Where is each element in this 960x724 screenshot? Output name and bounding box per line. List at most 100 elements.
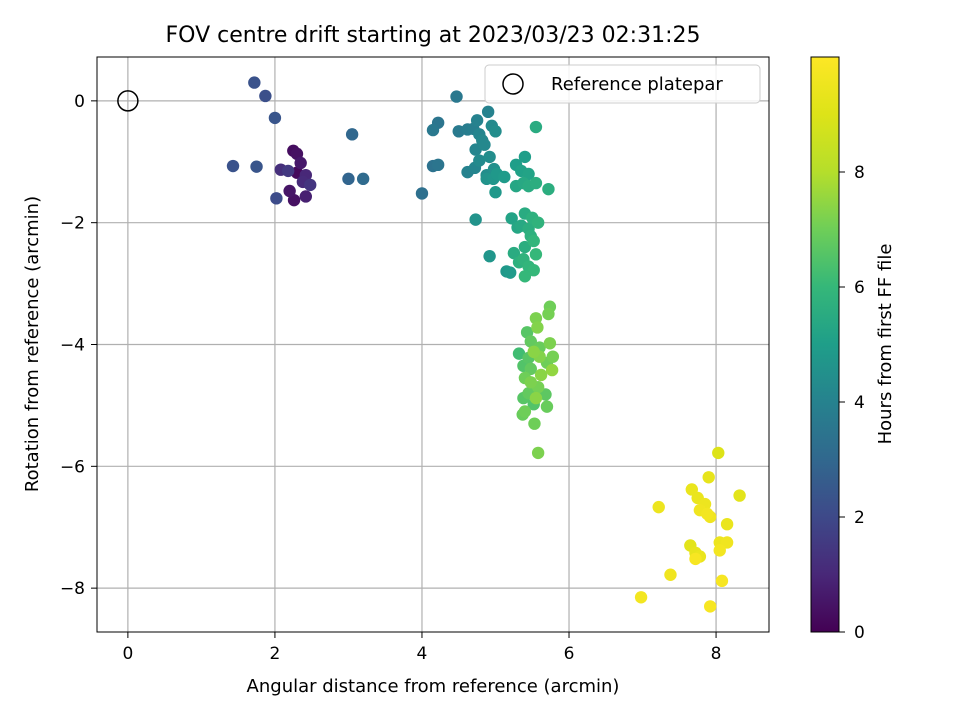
data-point (518, 150, 532, 164)
data-point (281, 164, 295, 178)
data-point (528, 417, 541, 430)
data-point (529, 248, 543, 261)
data-point (531, 446, 545, 460)
data-point (522, 167, 535, 181)
data-point (507, 246, 521, 260)
data-point (712, 446, 725, 460)
data-point (542, 182, 555, 196)
data-point (345, 128, 359, 141)
data-point (545, 363, 559, 377)
data-point (248, 76, 261, 89)
data-point (498, 170, 511, 184)
data-point (542, 307, 555, 321)
x-tick-label: 8 (711, 644, 722, 664)
colorbar-ticks: 0 2 4 6 8 (839, 163, 865, 643)
data-point (518, 405, 532, 418)
chart-title: FOV centre drift starting at 2023/03/23 … (166, 23, 701, 48)
legend-marker (502, 73, 524, 95)
data-point (546, 350, 560, 363)
data-point (531, 216, 545, 229)
y-axis-label: Rotation from reference (arcmin) (22, 196, 43, 492)
data-point (283, 184, 296, 198)
data-point (342, 172, 355, 186)
data-point (524, 376, 537, 389)
data-point (524, 335, 537, 348)
data-point (469, 213, 482, 226)
data-point (470, 114, 484, 127)
data-point (702, 471, 715, 484)
axes: 0 2 4 6 8 0 −2 −4 −6 −8 (60, 90, 722, 664)
data-point (689, 552, 702, 566)
data-point (529, 391, 543, 405)
x-tick-label: 6 (564, 644, 575, 664)
data-point (543, 337, 557, 350)
legend: Reference platepar (484, 64, 761, 104)
data-point (524, 362, 537, 376)
data-point (268, 111, 282, 125)
data-point (701, 507, 714, 521)
colorbar-tick-label: 6 (854, 278, 865, 298)
y-tick-label: −4 (60, 336, 85, 356)
data-point (489, 125, 502, 138)
data-point (713, 544, 726, 557)
legend-box (484, 64, 761, 104)
data-point (426, 123, 440, 137)
data-point (518, 240, 532, 254)
data-point (527, 263, 540, 277)
data-point (483, 150, 496, 164)
data-point (540, 400, 554, 413)
y-tick-label: −2 (60, 214, 85, 234)
data-point (489, 186, 502, 199)
data-point (733, 489, 746, 502)
data-point (531, 321, 544, 334)
data-point (503, 266, 517, 279)
colorbar-gradient (810, 56, 840, 633)
data-point (294, 156, 307, 170)
data-point (431, 158, 445, 172)
data-point (259, 89, 272, 103)
data-point (505, 212, 518, 225)
data-points (226, 76, 746, 613)
data-point (250, 160, 263, 173)
colorbar: 0 2 4 6 8 Hours from first FF file (810, 56, 896, 643)
data-point (664, 568, 677, 581)
x-tick-label: 2 (270, 644, 281, 664)
data-point (356, 172, 370, 186)
data-point (527, 234, 540, 248)
colorbar-tick-label: 2 (854, 508, 865, 528)
data-point (473, 154, 486, 167)
data-point (527, 345, 540, 359)
data-point (652, 500, 665, 514)
colorbar-tick-label: 8 (854, 163, 865, 183)
reference-marker (117, 90, 139, 112)
data-point (534, 368, 548, 382)
data-point (304, 178, 317, 192)
colorbar-label: Hours from first FF file (875, 244, 896, 445)
data-point (634, 591, 648, 604)
y-tick-label: 0 (74, 92, 85, 112)
data-point (720, 517, 734, 531)
data-point (529, 120, 543, 134)
data-point (720, 536, 734, 549)
legend-label: Reference platepar (551, 74, 723, 95)
x-axis-label: Angular distance from reference (arcmin) (247, 676, 620, 697)
x-tick-label: 4 (417, 644, 428, 664)
data-point (518, 270, 532, 283)
data-point (226, 159, 240, 173)
data-point (478, 138, 491, 151)
grid (97, 57, 769, 632)
data-point (512, 347, 526, 360)
data-point (529, 312, 543, 325)
data-point (703, 600, 717, 613)
data-point (715, 574, 729, 588)
y-tick-label: −8 (60, 579, 85, 599)
data-point (483, 249, 496, 263)
data-point (270, 192, 283, 205)
plot-frame (96, 56, 770, 633)
data-point (299, 190, 313, 203)
data-point (415, 187, 429, 200)
data-point (529, 176, 543, 190)
data-point (481, 105, 495, 119)
colorbar-tick-label: 0 (854, 623, 865, 643)
